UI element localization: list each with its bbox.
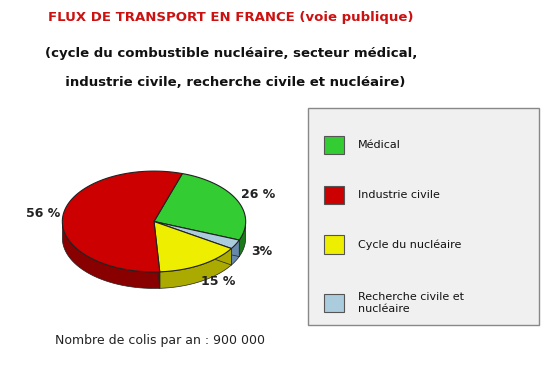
FancyBboxPatch shape: [324, 235, 344, 254]
PathPatch shape: [160, 248, 232, 288]
Text: 15 %: 15 %: [201, 275, 235, 288]
FancyBboxPatch shape: [324, 294, 344, 312]
FancyBboxPatch shape: [308, 108, 539, 325]
PathPatch shape: [154, 222, 160, 288]
Text: 56 %: 56 %: [26, 207, 60, 220]
PathPatch shape: [154, 222, 232, 272]
Text: Cycle du nucléaire: Cycle du nucléaire: [358, 239, 461, 250]
Text: Industrie civile: Industrie civile: [358, 190, 439, 200]
PathPatch shape: [154, 222, 239, 248]
PathPatch shape: [154, 222, 160, 288]
Text: Médical: Médical: [358, 140, 400, 150]
Text: 26 %: 26 %: [240, 188, 275, 201]
Text: FLUX DE TRANSPORT EN FRANCE (voie publique): FLUX DE TRANSPORT EN FRANCE (voie publiq…: [48, 11, 414, 24]
FancyBboxPatch shape: [324, 136, 344, 154]
PathPatch shape: [154, 222, 232, 265]
Text: 3%: 3%: [251, 245, 272, 258]
PathPatch shape: [239, 222, 246, 257]
Text: Recherche civile et
nucléaire: Recherche civile et nucléaire: [358, 292, 464, 314]
PathPatch shape: [154, 222, 232, 265]
PathPatch shape: [62, 223, 160, 288]
PathPatch shape: [154, 222, 239, 257]
Text: (cycle du combustible nucléaire, secteur médical,: (cycle du combustible nucléaire, secteur…: [45, 47, 417, 60]
PathPatch shape: [62, 171, 183, 272]
PathPatch shape: [232, 240, 239, 265]
PathPatch shape: [154, 222, 239, 257]
PathPatch shape: [154, 173, 246, 240]
Text: industrie civile, recherche civile et nucléaire): industrie civile, recherche civile et nu…: [56, 76, 406, 90]
Text: Nombre de colis par an : 900 000: Nombre de colis par an : 900 000: [55, 334, 265, 347]
FancyBboxPatch shape: [324, 185, 344, 204]
